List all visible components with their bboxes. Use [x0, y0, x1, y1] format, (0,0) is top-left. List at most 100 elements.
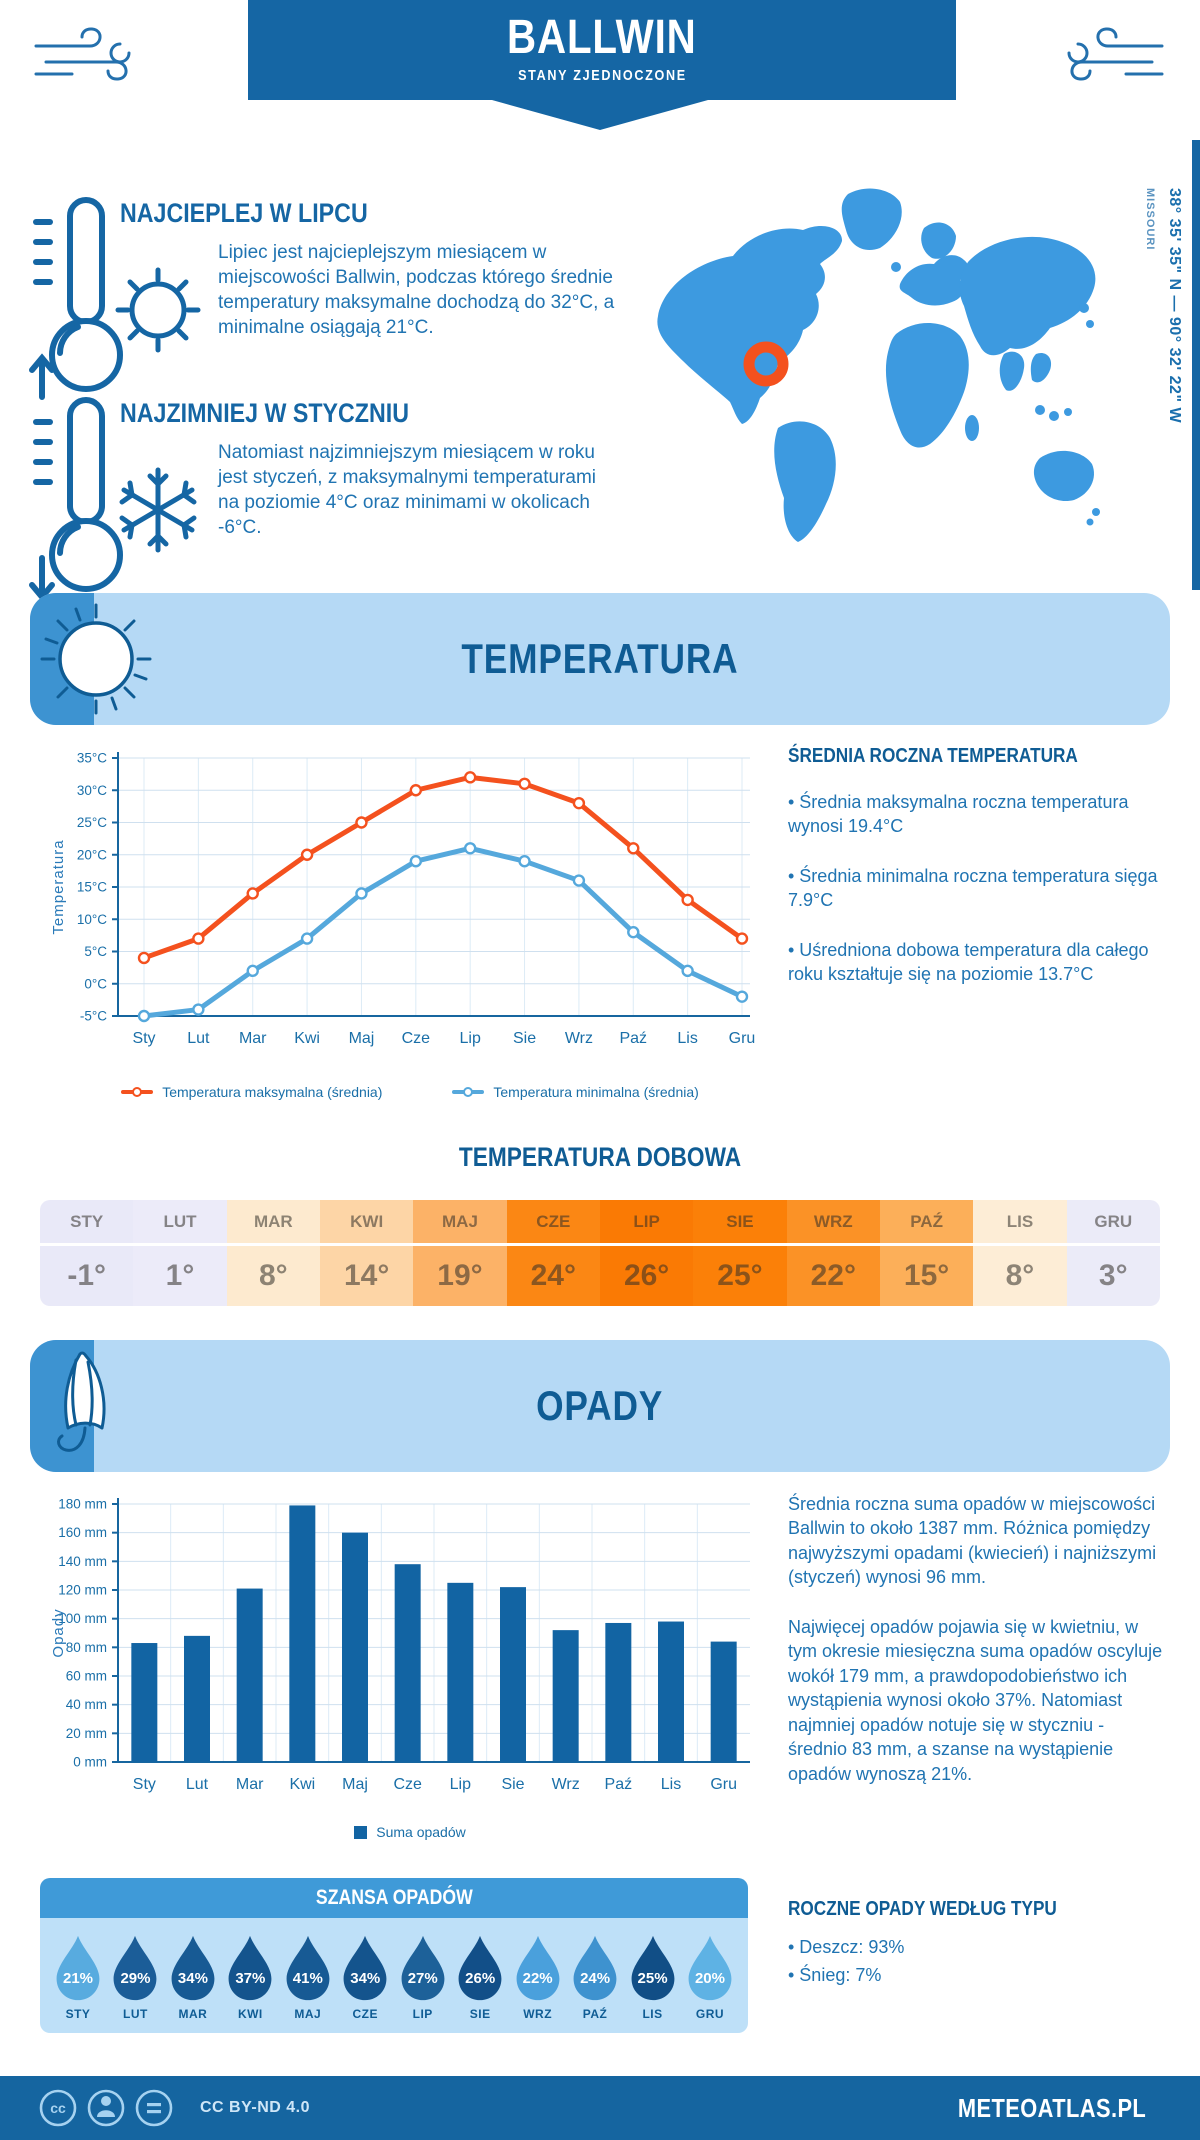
daily-temp-value: 24° — [530, 1259, 576, 1292]
temperature-section-banner: TEMPERATURA — [30, 593, 1170, 725]
rain-chance-item: 21% STY — [50, 1934, 106, 2021]
legend-swatch-precip — [354, 1825, 368, 1839]
map-accent-strip — [1192, 140, 1200, 590]
daily-temp-month: LIP — [599, 1200, 694, 1246]
svg-text:Lis: Lis — [661, 1776, 681, 1793]
svg-text:Gru: Gru — [729, 1030, 756, 1047]
daily-temp-month: WRZ — [786, 1200, 880, 1246]
daily-temp-heading: TEMPERATURA DOBOWA — [458, 1142, 742, 1172]
svg-text:Cze: Cze — [402, 1030, 431, 1047]
cc-icon: cc — [50, 2100, 66, 2116]
rain-chance-percent: 20% — [694, 1970, 725, 1987]
daily-temp-month: STY — [40, 1200, 134, 1246]
svg-text:Paź: Paź — [605, 1776, 633, 1793]
rain-chance-item: 25% LIS — [625, 1934, 681, 2021]
person-icon — [101, 2096, 111, 2106]
daily-temp-cell: LIS 8° — [973, 1200, 1067, 1306]
svg-text:25°C: 25°C — [77, 815, 107, 830]
svg-text:Temperatura: Temperatura — [50, 839, 67, 934]
legend-item-precip-sum: Suma opadów — [354, 1824, 466, 1840]
rain-chance-month: GRU — [695, 2007, 725, 2021]
rain-chance-month: LIP — [412, 2007, 433, 2021]
rain-chance-panel: SZANSA OPADÓW 21% STY 29% LUT 34% MAR 37% KWI 41… — [40, 1878, 748, 2033]
daily-temp-value: 14° — [343, 1259, 390, 1292]
svg-text:Maj: Maj — [349, 1030, 375, 1047]
legend-label-min: Temperatura minimalna (średnia) — [493, 1084, 699, 1100]
daily-temp-value: 19° — [437, 1259, 483, 1292]
header-banner: BALLWIN STANY ZJEDNOCZONE — [248, 0, 956, 100]
region-text: MISSOURI — [1144, 188, 1156, 251]
daily-temp-value: 3° — [1098, 1259, 1128, 1292]
svg-text:Paź: Paź — [619, 1030, 647, 1047]
daily-temp-cell: MAJ 19° — [413, 1200, 507, 1306]
svg-text:Sie: Sie — [501, 1776, 524, 1793]
creative-commons-icons: cc — [39, 2089, 173, 2127]
annual-temp-bullet: • Uśredniona dobowa temperatura dla całe… — [788, 939, 1149, 985]
svg-text:40 mm: 40 mm — [66, 1697, 107, 1712]
rain-chance-item: 34% CZE — [337, 1934, 393, 2021]
rain-chance-month: STY — [65, 2007, 91, 2021]
svg-text:80 mm: 80 mm — [66, 1640, 107, 1655]
annual-temp-heading: ŚREDNIA ROCZNA TEMPERATURA — [788, 745, 1078, 767]
world-map — [657, 188, 1100, 542]
svg-text:160 mm: 160 mm — [58, 1525, 107, 1540]
svg-text:Lip: Lip — [460, 1030, 481, 1047]
daily-temp-cell: WRZ 22° — [786, 1200, 880, 1306]
daily-temp-month: MAR — [226, 1200, 320, 1246]
precipitation-section-banner: OPADY — [30, 1340, 1170, 1472]
svg-text:100 mm: 100 mm — [58, 1611, 107, 1626]
svg-text:20°C: 20°C — [77, 847, 107, 862]
droplet-icon: 26% — [455, 1934, 505, 2002]
daily-temp-month: SIE — [693, 1200, 787, 1246]
coordinates-label: 38° 35' 35" N — 90° 32' 22" W MISSOURI — [1138, 188, 1186, 423]
wind-icon — [34, 27, 131, 81]
svg-text:Cze: Cze — [393, 1776, 422, 1793]
thermometer-snowflake-icon — [29, 397, 197, 602]
daily-temp-value: 8° — [1005, 1259, 1035, 1292]
rain-chance-item: 34% MAR — [165, 1934, 221, 2021]
rain-chance-item: 41% MAJ — [280, 1934, 336, 2021]
legend-swatch-max — [121, 1087, 154, 1097]
rain-chance-percent: 26% — [465, 1970, 496, 1987]
rain-chance-percent: 27% — [407, 1970, 438, 1987]
svg-text:120 mm: 120 mm — [58, 1583, 107, 1598]
header-notch — [492, 100, 708, 130]
rain-chance-item: 20% GRU — [682, 1934, 738, 2021]
daily-temp-cell: GRU 3° — [1066, 1200, 1160, 1306]
legend-label-max: Temperatura maksymalna (średnia) — [162, 1084, 383, 1100]
svg-text:180 mm: 180 mm — [58, 1497, 107, 1512]
precipitation-bar-chart: 0 mm 20 mm 40 mm 60 mm 80 mm 100 mm 120 mm 140 … — [50, 1497, 750, 1793]
umbrella-icon — [57, 1351, 106, 1452]
city-title: BALLWIN — [507, 11, 697, 64]
rain-chance-percent: 24% — [580, 1970, 611, 1987]
rain-chance-percent: 41% — [292, 1970, 323, 1987]
droplet-icon: 24% — [570, 1934, 620, 2002]
license-text: CC BY-ND 4.0 — [200, 2099, 311, 2116]
equals-icon — [147, 2103, 161, 2107]
daily-temp-month: LIS — [973, 1200, 1067, 1246]
precip-by-type-heading: ROCZNE OPADY WEDŁUG TYPU — [788, 1898, 1057, 1920]
temperature-chart-legend: Temperatura maksymalna (średnia) Tempera… — [60, 1084, 760, 1100]
svg-text:Kwi: Kwi — [294, 1030, 320, 1047]
annual-temp-bullets: • Średnia maksymalna roczna temperatura … — [788, 790, 1166, 1012]
svg-text:Mar: Mar — [236, 1776, 264, 1793]
svg-text:Opady: Opady — [50, 1608, 67, 1657]
coldest-text: Natomiast najzimniejszym miesiącem w rok… — [218, 442, 596, 539]
svg-text:Sty: Sty — [133, 1776, 156, 1793]
svg-text:10°C: 10°C — [77, 912, 107, 927]
svg-text:60 mm: 60 mm — [66, 1669, 107, 1684]
daily-temp-value: 15° — [903, 1259, 950, 1292]
droplet-icon: 34% — [340, 1934, 390, 2002]
droplet-icon: 41% — [283, 1934, 333, 2002]
daily-temp-cell: PAŹ 15° — [879, 1200, 974, 1306]
annual-temp-bullet: • Średnia minimalna roczna temperatura s… — [788, 865, 1158, 911]
location-marker — [743, 341, 789, 387]
rain-chance-droplets: 21% STY 29% LUT 34% MAR 37% KWI 41% MAJ 34% CZE 27% L… — [40, 1918, 748, 2033]
country-subtitle: STANY ZJEDNOCZONE — [517, 67, 687, 84]
rain-chance-item: 22% WRZ — [510, 1934, 566, 2021]
svg-text:0 mm: 0 mm — [73, 1755, 107, 1770]
daily-temp-cell: STY -1° — [40, 1200, 134, 1306]
rain-chance-percent: 34% — [350, 1970, 381, 1987]
svg-text:140 mm: 140 mm — [58, 1554, 107, 1569]
